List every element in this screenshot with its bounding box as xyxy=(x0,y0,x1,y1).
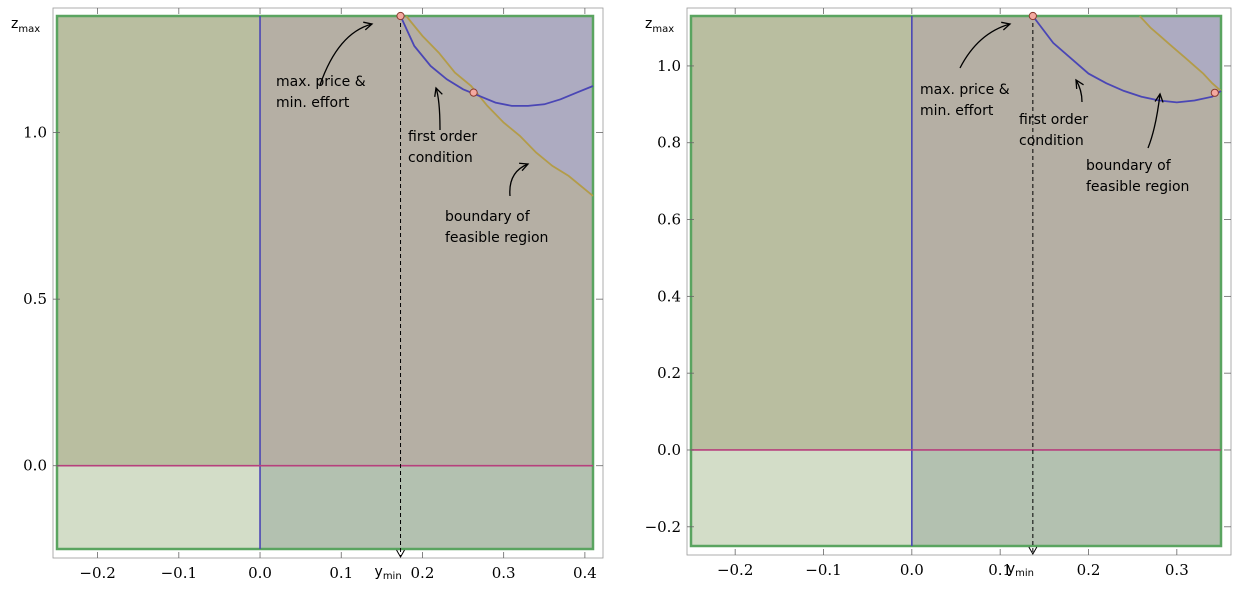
y-tick-label: 1.0 xyxy=(23,124,47,142)
annotation-line: first order xyxy=(1019,112,1088,128)
x-tick-label: 0.3 xyxy=(1165,561,1189,579)
feasible-boundary-curve xyxy=(405,15,594,197)
annotation-arrowhead xyxy=(1154,92,1164,103)
x-tick-label: −0.1 xyxy=(805,561,841,579)
annotation-arrow xyxy=(509,163,529,197)
annotation-arrow xyxy=(1147,93,1161,149)
annotation-0: max. price & min. effort xyxy=(920,82,1010,119)
y-min-label: ymin xyxy=(1007,561,1034,579)
annotation-line: min. effort xyxy=(920,103,994,119)
annotation-arrow xyxy=(1075,79,1083,103)
annotation-arrowhead xyxy=(1001,21,1012,31)
y-tick-label: 0.8 xyxy=(657,134,681,152)
region-bottom-right xyxy=(260,465,593,549)
z-sub: max xyxy=(18,24,40,35)
annotation-line: boundary of xyxy=(445,209,531,225)
first-order-condition-curve xyxy=(399,15,594,107)
z-main: z xyxy=(11,16,18,32)
y-tick-label: 0.5 xyxy=(23,290,47,308)
feasible-boundary-curve xyxy=(1139,15,1222,92)
marker-point-1 xyxy=(469,88,478,97)
annotation-arrow xyxy=(319,23,373,86)
axes-frame xyxy=(52,7,604,559)
annotation-2: boundary of feasible region xyxy=(445,209,548,246)
first-order-condition-curve xyxy=(1032,15,1222,104)
y-min-label: ymin xyxy=(375,564,402,582)
y-sub: min xyxy=(1015,568,1034,579)
x-tick-label: 0.2 xyxy=(1077,561,1101,579)
annotation-arrowhead xyxy=(363,21,374,31)
annotation-line: feasible region xyxy=(445,230,548,246)
ymin-arrowhead xyxy=(1028,546,1038,556)
annotation-1: first order condition xyxy=(408,129,477,166)
region-frame xyxy=(689,14,1223,548)
y-main: y xyxy=(1007,561,1015,577)
y-main: y xyxy=(375,564,383,580)
x-tick-label: 0.1 xyxy=(988,561,1012,579)
x-tick-label: 0.4 xyxy=(573,564,597,582)
annotation-line: max. price & xyxy=(920,82,1010,98)
marker-point-0 xyxy=(1028,11,1037,21)
annotation-2: boundary of feasible region xyxy=(1086,158,1189,195)
region-top-right xyxy=(911,16,1221,450)
region-bottom-left xyxy=(57,465,261,549)
y-tick-label: 0.0 xyxy=(23,457,47,475)
annotation-arrowhead xyxy=(434,86,443,97)
x-tick-label: 0.3 xyxy=(492,564,516,582)
annotation-arrow xyxy=(435,87,441,131)
annotation-line: feasible region xyxy=(1086,179,1189,195)
x-tick-label: −0.2 xyxy=(717,561,753,579)
y-tick-label: 0.0 xyxy=(657,441,681,459)
x-tick-label: 0.0 xyxy=(248,564,272,582)
y-sub: min xyxy=(383,571,402,582)
region-top-left xyxy=(57,16,261,466)
x-tick-label: −0.1 xyxy=(161,564,197,582)
feasible-region xyxy=(406,16,593,196)
annotation-line: boundary of xyxy=(1086,158,1172,174)
y-tick-label: 1.0 xyxy=(657,57,681,75)
region-bottom-left xyxy=(691,449,912,546)
y-tick-label: 0.6 xyxy=(657,211,681,229)
x-tick-label: 0.2 xyxy=(411,564,435,582)
y-tick-label: 0.4 xyxy=(657,287,681,305)
axes-frame xyxy=(686,7,1232,556)
marker-point-0 xyxy=(396,11,405,21)
annotation-line: min. effort xyxy=(276,95,350,111)
region-bottom-right xyxy=(911,449,1221,546)
z-max-label: zmax xyxy=(645,16,674,35)
x-tick-label: 0.0 xyxy=(900,561,924,579)
z-main: z xyxy=(645,16,652,32)
region-top-left xyxy=(691,16,912,450)
annotation-arrowhead xyxy=(1075,78,1084,89)
annotation-line: first order xyxy=(408,129,477,145)
annotation-arrowhead xyxy=(519,162,530,172)
region-frame xyxy=(55,14,595,551)
y-tick-label: −0.2 xyxy=(645,518,681,536)
z-max-label: zmax xyxy=(11,16,40,35)
annotation-line: condition xyxy=(408,150,473,166)
annotation-1: first order condition xyxy=(1019,112,1088,149)
chart-right: −0.2 −0.1 0.0 0.1 0.2 0.3 −0.2 0.0 0.2 0.4 0.6 0.8 1… xyxy=(645,7,1232,579)
x-tick-label: −0.2 xyxy=(79,564,115,582)
z-sub: max xyxy=(652,24,674,35)
chart-left: −0.2 −0.1 0.0 0.1 0.2 0.3 0.40.00.51.0zmaxymin… xyxy=(11,7,604,582)
annotation-arrow xyxy=(959,23,1011,69)
annotation-line: condition xyxy=(1019,133,1084,149)
marker-point-1 xyxy=(1210,88,1219,97)
ymin-arrowhead xyxy=(396,549,405,559)
y-tick-label: 0.2 xyxy=(657,364,681,382)
x-tick-label: 0.1 xyxy=(329,564,353,582)
